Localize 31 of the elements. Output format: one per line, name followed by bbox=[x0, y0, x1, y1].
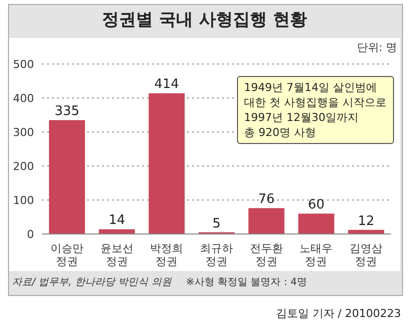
bar bbox=[248, 208, 284, 234]
y-tick-label: 200 bbox=[13, 160, 34, 173]
text: ※사형 확정일 불명자 : 4명 bbox=[186, 276, 307, 289]
x-tick-label: 김영삼 정권 bbox=[350, 242, 383, 268]
data-label: 60 bbox=[308, 198, 325, 213]
bar bbox=[148, 93, 185, 234]
data-label: 5 bbox=[212, 216, 221, 232]
x-tick-label: 전두환 정권 bbox=[250, 242, 283, 268]
x-tick-label: 이승만 정권 bbox=[50, 242, 84, 268]
y-tick-label: 500 bbox=[13, 58, 34, 71]
bar bbox=[98, 229, 135, 234]
data-label: 76 bbox=[258, 192, 275, 208]
chart-title: 정권별 국내 사형집행 현황 bbox=[101, 9, 308, 31]
text: 자료/ 법무부, 한나라당 박민식 의원 bbox=[12, 276, 172, 289]
annotation: 1949년 7월14일 살인범에 대한 첫 사형집행을 시작으로 1997년 12월30일까지 총 920명 사형 bbox=[237, 76, 394, 144]
data-label: 12 bbox=[358, 214, 374, 229]
bar bbox=[298, 214, 334, 234]
y-tick-label: 100 bbox=[13, 194, 34, 207]
y-tick-label: 400 bbox=[13, 92, 34, 105]
x-tick-label: 박정희 정권 bbox=[150, 242, 184, 268]
data-label: 335 bbox=[54, 104, 80, 120]
text: 김토일 기자 / 20100223 bbox=[276, 306, 401, 321]
data-label: 14 bbox=[108, 213, 126, 228]
y-tick-label: 0 bbox=[27, 228, 34, 241]
y-tick-label: 300 bbox=[13, 126, 34, 139]
x-tick-label: 노태우 정권 bbox=[300, 242, 333, 268]
x-tick-label: 윤보선 정권 bbox=[100, 242, 134, 268]
data-label: 414 bbox=[154, 77, 180, 92]
text: 단위: 명 bbox=[356, 40, 397, 55]
x-tick-label: 최규하 정권 bbox=[200, 242, 233, 268]
bar bbox=[48, 120, 85, 234]
